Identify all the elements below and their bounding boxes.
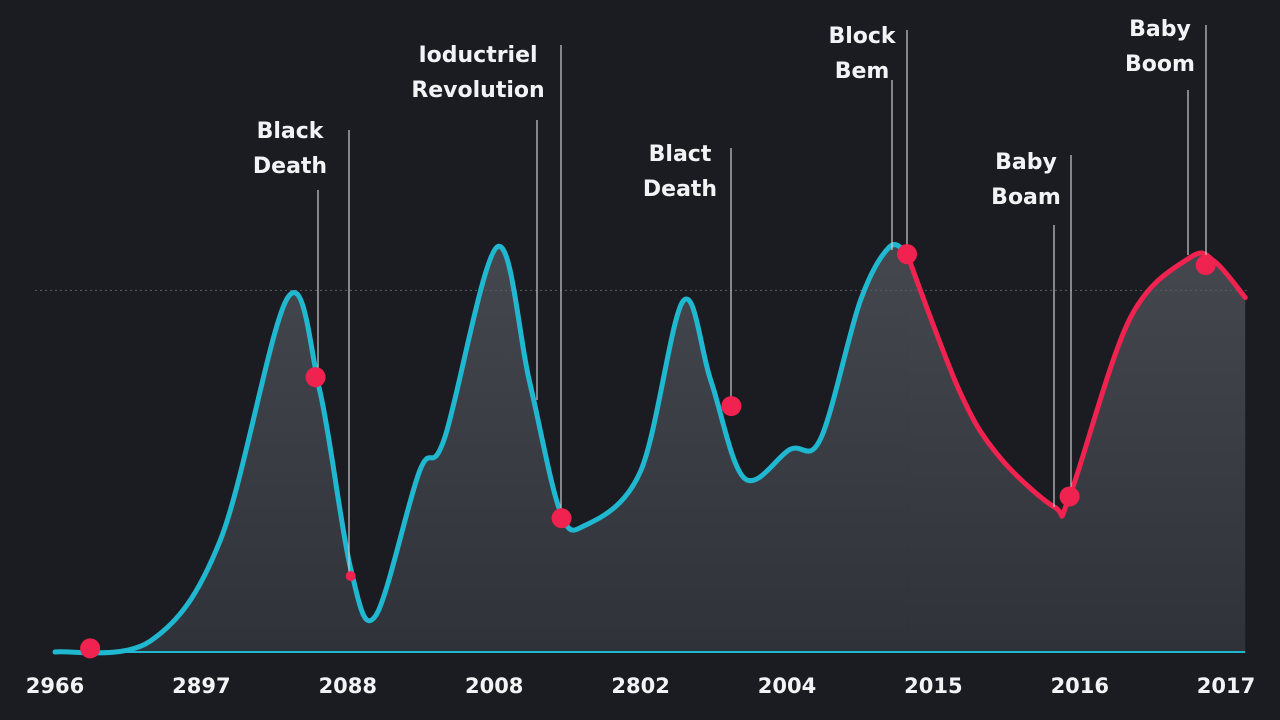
annotation-label: Death [253,154,327,179]
annotation-label: Boom [1125,52,1195,77]
marker [721,396,742,417]
area [55,244,908,653]
annotation-label: Ioductriel [418,43,537,68]
marker [897,244,918,265]
x-tick-label: 2897 [172,674,230,698]
x-tick-label: 2016 [1051,674,1109,698]
x-tick-label: 2015 [904,674,962,698]
x-tick-label: 2008 [465,674,523,698]
x-tick-label: 2017 [1197,674,1255,698]
x-tick-label: 2966 [26,674,84,698]
marker [1059,486,1080,507]
annotation-label: Block [828,24,896,49]
marker [1195,255,1216,276]
line [52,242,910,656]
x-tick-label: 2802 [611,674,669,698]
x-tick-label: 2088 [319,674,377,698]
marker [305,367,326,388]
area [907,252,1246,653]
annotation-label: Baby [1129,17,1191,42]
annotation-label: Revolution [411,78,544,103]
marker [345,571,356,582]
marker [551,508,572,529]
annotation-label: Boam [991,185,1061,210]
annotation-label: Black [257,119,325,144]
annotation-label: Blact [649,142,712,167]
marker [80,638,101,659]
annotation-label: Baby [995,150,1057,175]
annotation-label: Death [643,177,717,202]
x-tick-label: 2004 [758,674,816,698]
annotation-label: Bem [835,59,890,84]
